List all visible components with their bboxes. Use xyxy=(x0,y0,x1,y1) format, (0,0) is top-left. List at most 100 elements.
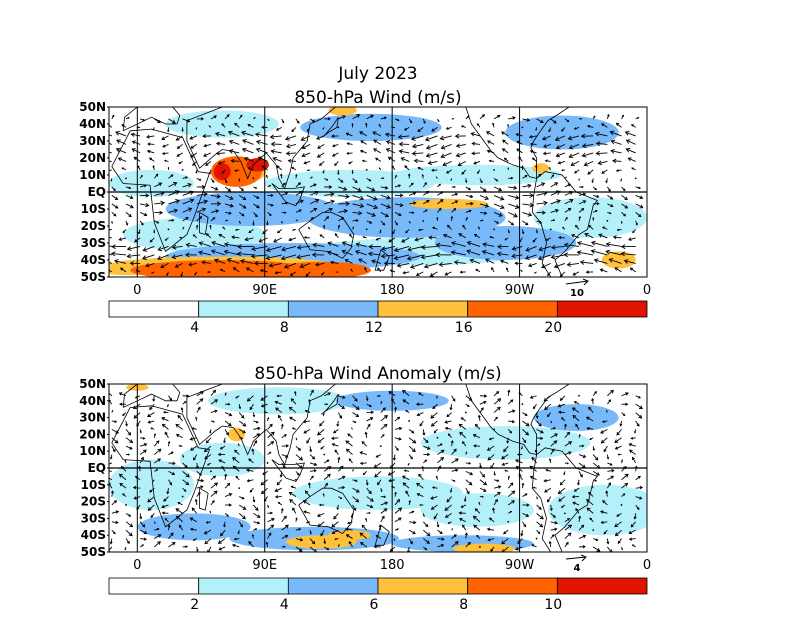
wind-vector xyxy=(393,245,410,253)
wind-vector xyxy=(352,420,357,424)
wind-vector xyxy=(134,237,141,243)
wind-vector xyxy=(592,454,599,461)
wind-vector xyxy=(273,237,282,243)
wind-vector xyxy=(581,152,594,158)
wind-vector xyxy=(134,475,141,481)
wind-vector xyxy=(385,148,396,154)
wind-vector xyxy=(324,199,335,205)
wind-vector xyxy=(437,529,443,535)
wind-vector xyxy=(567,135,580,141)
wind-vector xyxy=(402,389,410,397)
wind-vector xyxy=(416,493,424,497)
wind-vector xyxy=(405,490,410,497)
wind-vector xyxy=(586,426,594,431)
wind-vector xyxy=(437,207,442,213)
wind-vector xyxy=(470,132,481,137)
wind-vector xyxy=(218,546,226,551)
wind-vector xyxy=(125,203,134,209)
wind-vector xyxy=(338,201,350,207)
wind-vector xyxy=(450,215,454,221)
colorbar-tick-label: 4 xyxy=(190,320,199,336)
wind-vector xyxy=(274,400,282,405)
wind-vector xyxy=(550,521,559,525)
wind-vector xyxy=(109,261,112,264)
wind-vector xyxy=(619,420,623,427)
wind-vector xyxy=(253,440,258,447)
wind-vector xyxy=(425,152,438,158)
wind-vector xyxy=(408,429,415,434)
wind-vector xyxy=(594,131,608,137)
wind-vector xyxy=(327,241,339,247)
wind-vector xyxy=(168,174,174,179)
wind-vector xyxy=(422,521,429,528)
wind-vector xyxy=(422,182,427,188)
wind-vector xyxy=(478,226,481,230)
wind-vector xyxy=(224,114,230,120)
wind-vector xyxy=(421,174,424,179)
wind-vector xyxy=(121,124,127,128)
wind-vector xyxy=(131,148,141,154)
wind-vector xyxy=(421,244,438,250)
wind-vector xyxy=(344,259,353,264)
colorbar-tick-label: 6 xyxy=(370,597,379,613)
wind-vector xyxy=(267,423,273,430)
wind-vector xyxy=(536,182,546,188)
wind-vector xyxy=(268,262,282,268)
wind-vector xyxy=(592,529,595,532)
wind-vector xyxy=(608,257,622,264)
wind-vector xyxy=(401,237,410,243)
wind-vector xyxy=(355,242,367,248)
wind-vector xyxy=(148,157,155,162)
wind-vector xyxy=(181,495,184,498)
wind-vector xyxy=(111,212,117,217)
wind-vector xyxy=(635,116,640,120)
wind-vector xyxy=(139,211,148,217)
wind-vector xyxy=(154,534,162,539)
wind-vector xyxy=(436,216,439,221)
wind-vector xyxy=(532,237,537,243)
wind-vector xyxy=(408,118,413,124)
wind-vector xyxy=(111,409,114,413)
wind-vector xyxy=(252,220,255,226)
wind-vector xyxy=(558,410,565,414)
wind-vector xyxy=(150,427,155,430)
wind-vector xyxy=(352,403,360,411)
wind-vector xyxy=(472,515,481,523)
wind-vector xyxy=(435,242,452,248)
wind-vector xyxy=(232,456,240,464)
wind-vector xyxy=(486,527,495,532)
wind-vector xyxy=(606,482,611,489)
shading-region xyxy=(420,426,591,460)
lat-tick-label: 50N xyxy=(79,377,106,391)
wind-vector xyxy=(607,468,615,473)
wind-vector xyxy=(365,228,368,231)
wind-vector xyxy=(226,258,240,264)
wind-vector xyxy=(295,445,302,451)
wind-vector xyxy=(515,466,523,472)
lat-tick-label: 30S xyxy=(81,511,106,525)
wind-vector xyxy=(352,178,358,184)
wind-vector xyxy=(341,241,353,247)
wind-vector xyxy=(449,404,453,411)
wind-vector xyxy=(146,134,155,139)
wind-vector xyxy=(303,160,311,165)
colorbar-tick-label: 8 xyxy=(280,320,289,336)
wind-vector xyxy=(537,254,551,261)
wind-vector xyxy=(242,139,254,145)
panel1-map xyxy=(108,106,648,278)
wind-vector xyxy=(322,493,325,497)
wind-vector xyxy=(455,143,466,148)
wind-vector xyxy=(309,462,318,467)
wind-vector xyxy=(225,503,233,507)
wind-vector xyxy=(424,135,438,142)
wind-vector xyxy=(521,126,524,129)
wind-vector xyxy=(621,465,627,472)
colorbar-swatch xyxy=(467,300,558,318)
wind-vector xyxy=(529,149,537,154)
wind-vector xyxy=(488,159,495,163)
wind-vector xyxy=(360,140,367,145)
wind-vector xyxy=(514,261,523,266)
wind-vector xyxy=(507,220,515,226)
wind-vector xyxy=(304,409,311,413)
wind-vector xyxy=(471,141,480,146)
